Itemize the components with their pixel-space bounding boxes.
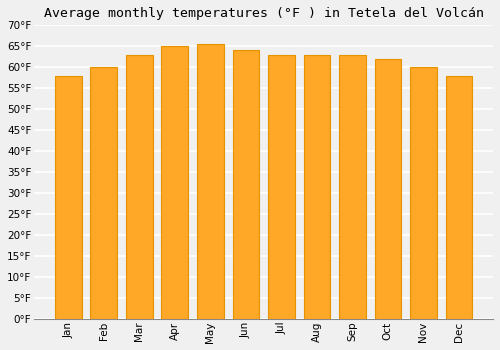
Title: Average monthly temperatures (°F ) in Tetela del Volcán: Average monthly temperatures (°F ) in Te… <box>44 7 484 20</box>
Bar <box>232 50 259 319</box>
Bar <box>162 46 188 319</box>
Bar <box>197 44 224 319</box>
Bar <box>90 67 117 319</box>
Bar <box>126 55 152 319</box>
Bar <box>446 76 472 319</box>
Bar <box>304 55 330 319</box>
Bar <box>374 59 401 319</box>
Bar <box>268 55 294 319</box>
Bar <box>339 55 365 319</box>
Bar <box>410 67 436 319</box>
Bar <box>55 76 82 319</box>
